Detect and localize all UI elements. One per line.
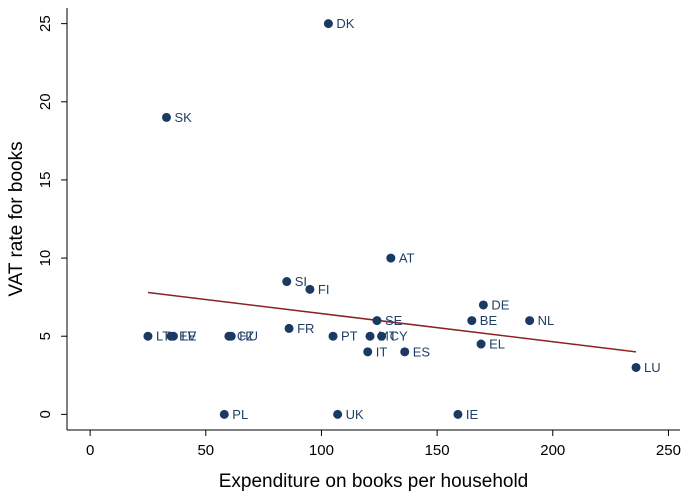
point-label-be: BE	[480, 313, 498, 328]
x-tick-label: 250	[656, 442, 681, 459]
y-tick-label: 5	[37, 332, 54, 340]
data-point-pl	[219, 409, 229, 419]
data-point-lu	[631, 362, 641, 372]
data-point-es	[400, 347, 410, 357]
y-axis-title: VAT rate for books	[6, 141, 27, 296]
x-tick-label: 0	[86, 442, 94, 459]
y-tick-label: 0	[37, 410, 54, 418]
point-label-lt: LT	[156, 329, 170, 344]
x-tick-label: 150	[425, 442, 450, 459]
y-tick-label: 10	[37, 250, 54, 267]
point-label-dk: DK	[336, 16, 354, 31]
point-label-fr: FR	[297, 321, 314, 336]
y-tick-label: 15	[37, 172, 54, 189]
point-label-se: SE	[385, 313, 403, 328]
point-label-ee: EE	[179, 329, 197, 344]
data-point-se	[372, 316, 382, 326]
data-point-fr	[284, 323, 294, 333]
x-tick-label: 100	[309, 442, 334, 459]
point-label-nl: NL	[538, 313, 555, 328]
data-point-si	[282, 277, 292, 287]
y-tick-label: 20	[37, 93, 54, 110]
fit-line-group	[147, 291, 637, 353]
data-point-nl	[525, 316, 535, 326]
x-axis-title: Expenditure on books per household	[219, 471, 529, 492]
data-point-uk	[333, 409, 343, 419]
data-point-ie	[453, 409, 463, 419]
data-point-sk	[161, 112, 171, 122]
data-point-de	[478, 300, 488, 310]
point-label-it: IT	[376, 344, 388, 359]
point-label-at: AT	[399, 251, 415, 266]
point-label-cy: CY	[390, 329, 408, 344]
x-tick-label: 200	[540, 442, 565, 459]
data-point-cy	[377, 331, 387, 341]
data-point-el	[476, 339, 486, 349]
data-point-it	[363, 347, 373, 357]
point-label-lu: LU	[644, 360, 661, 375]
point-label-el: EL	[489, 337, 505, 352]
x-tick-label: 50	[197, 442, 214, 459]
axes: 0 50 100 150 200 250 0 5 10 15 20 25	[37, 8, 681, 459]
point-label-pl: PL	[232, 407, 248, 422]
point-label-hu: HU	[239, 329, 258, 344]
point-label-si: SI	[295, 274, 307, 289]
point-label-cz: CZ	[237, 329, 254, 344]
fit-line	[147, 291, 637, 353]
point-label-fi: FI	[318, 282, 330, 297]
data-point-at	[386, 253, 396, 263]
data-point-fi	[305, 284, 315, 294]
point-label-lv: LV	[181, 329, 196, 344]
data-point-hu	[226, 331, 236, 341]
point-label-de: DE	[491, 297, 509, 312]
point-label-uk: UK	[346, 407, 364, 422]
data-point-lt	[143, 331, 153, 341]
data-point-mt	[365, 331, 375, 341]
point-label-pt: PT	[341, 329, 358, 344]
y-tick-label: 25	[37, 15, 54, 32]
data-point-pt	[328, 331, 338, 341]
data-point-be	[467, 316, 477, 326]
point-label-es: ES	[413, 344, 431, 359]
point-label-sk: SK	[174, 110, 192, 125]
point-label-ie: IE	[466, 407, 479, 422]
data-point-dk	[323, 19, 333, 29]
data-point-lv	[168, 331, 178, 341]
